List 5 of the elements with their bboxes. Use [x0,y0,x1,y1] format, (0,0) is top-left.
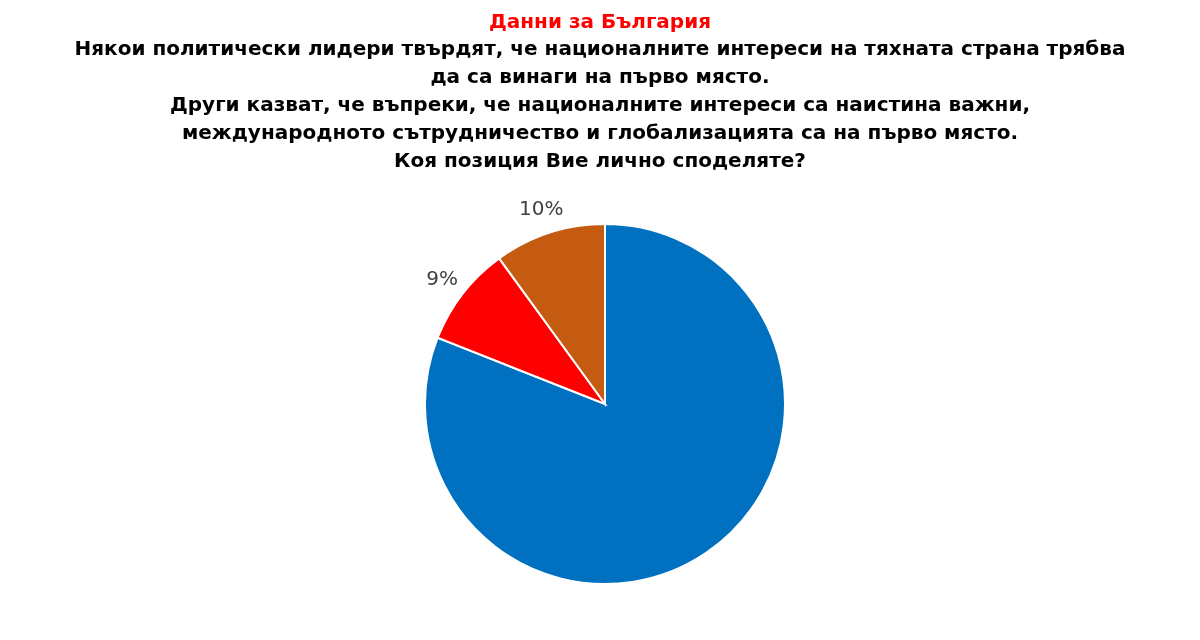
pie-slice [424,223,786,585]
data-label: 10% [519,196,564,221]
data-label: 9% [426,265,459,290]
chart-subtitle: Някои политически лидери твърдят, че националните интереси на тяхната страна трябва да са винаги на първо място. Други казват, че въпреки, че националните интереси са наистина важни, международното сътрудничество и глобализацията са на първо място. Коя позиция Вие лично споделяте? [73,35,1127,174]
chart-title: Данни за България [487,8,712,34]
